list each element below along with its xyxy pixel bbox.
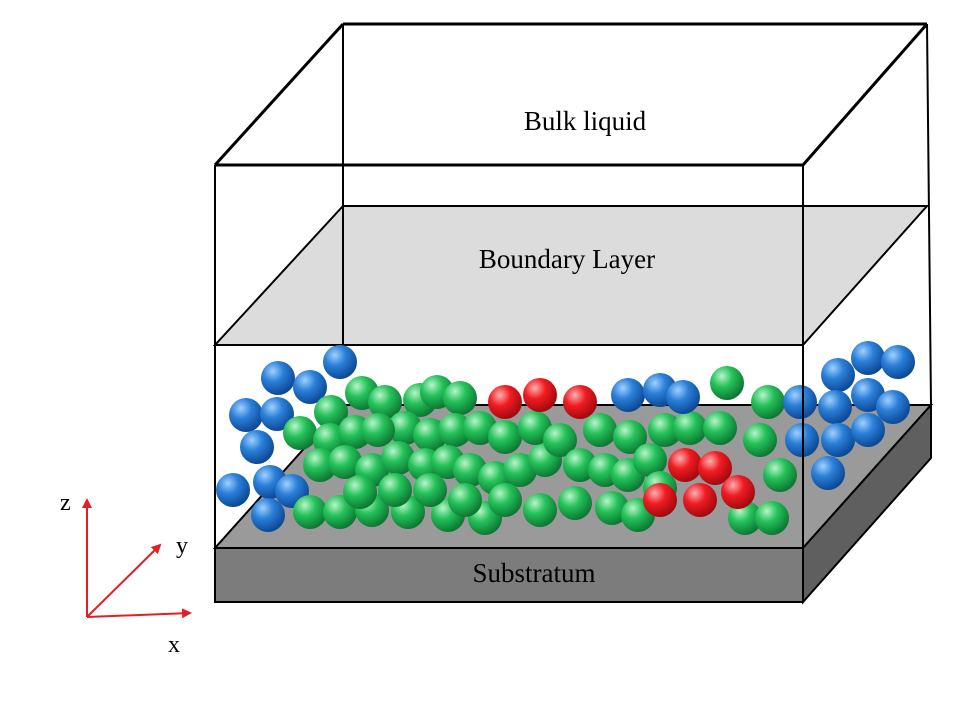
green-particle bbox=[448, 483, 482, 517]
green-particle bbox=[633, 443, 667, 477]
green-particle bbox=[378, 473, 412, 507]
green-particle bbox=[743, 423, 777, 457]
blue-particle bbox=[323, 345, 357, 379]
blue-particle bbox=[260, 397, 294, 431]
red-particle bbox=[698, 451, 732, 485]
y-axis-label: y bbox=[176, 533, 188, 559]
blue-particle bbox=[881, 345, 915, 379]
red-particle bbox=[643, 483, 677, 517]
green-particle bbox=[648, 413, 682, 447]
green-particle bbox=[728, 501, 762, 535]
blue-particle bbox=[611, 378, 645, 412]
blue-particle bbox=[811, 456, 845, 490]
green-particle bbox=[303, 448, 337, 482]
x-axis-label: x bbox=[168, 632, 180, 658]
blue-particle bbox=[821, 358, 855, 392]
red-particle bbox=[523, 378, 557, 412]
green-particle bbox=[328, 445, 362, 479]
green-particle bbox=[438, 413, 472, 447]
green-particle bbox=[488, 420, 522, 454]
y-axis-arrow bbox=[86, 543, 162, 618]
box-back-right-edge bbox=[926, 23, 932, 406]
box-front-edges bbox=[213, 22, 932, 548]
box-top-right-edge bbox=[801, 23, 929, 166]
x-axis-arrow bbox=[86, 608, 192, 619]
green-particle bbox=[381, 441, 415, 475]
green-particle bbox=[543, 423, 577, 457]
green-particle bbox=[558, 486, 592, 520]
green-particle bbox=[523, 493, 557, 527]
blue-particle bbox=[821, 423, 855, 457]
green-particle bbox=[595, 491, 629, 525]
green-particle bbox=[443, 381, 477, 415]
bulk-liquid-label: Bulk liquid bbox=[524, 106, 647, 136]
blue-particle bbox=[229, 398, 263, 432]
red-particle bbox=[668, 448, 702, 482]
green-particle bbox=[361, 413, 395, 447]
blue-particle bbox=[216, 473, 250, 507]
blue-particle bbox=[818, 390, 852, 424]
particles bbox=[216, 341, 915, 535]
green-particle bbox=[293, 495, 327, 529]
substratum-side bbox=[802, 402, 932, 605]
green-particle bbox=[314, 395, 348, 429]
blue-particle bbox=[251, 498, 285, 532]
blue-particle bbox=[851, 413, 885, 447]
coordinate-axes: z y x bbox=[60, 490, 192, 658]
blue-particle bbox=[240, 430, 274, 464]
green-particle bbox=[413, 473, 447, 507]
green-particle bbox=[488, 483, 522, 517]
green-particle bbox=[343, 475, 377, 509]
red-particle bbox=[488, 385, 522, 419]
blue-particle bbox=[876, 390, 910, 424]
z-axis-label: z bbox=[60, 490, 71, 516]
green-particle bbox=[703, 411, 737, 445]
red-particle bbox=[721, 475, 755, 509]
green-particle bbox=[368, 385, 402, 419]
blue-particle bbox=[666, 380, 700, 414]
box-top-left-edge bbox=[213, 22, 345, 167]
green-particle bbox=[751, 385, 785, 419]
green-particle bbox=[763, 458, 797, 492]
green-particle bbox=[283, 416, 317, 450]
blue-particle bbox=[851, 341, 885, 375]
green-particle bbox=[613, 420, 647, 454]
blue-particle bbox=[293, 370, 327, 404]
boundary-layer-label: Boundary Layer bbox=[479, 244, 655, 274]
red-particle bbox=[683, 483, 717, 517]
green-particle bbox=[583, 413, 617, 447]
green-particle bbox=[755, 501, 789, 535]
blue-particle bbox=[783, 385, 817, 419]
green-particle bbox=[710, 366, 744, 400]
blue-particle bbox=[261, 361, 295, 395]
boundary-layer-plane bbox=[212, 205, 930, 346]
substratum-label: Substratum bbox=[472, 558, 595, 588]
green-particle bbox=[673, 411, 707, 445]
red-particle bbox=[563, 385, 597, 419]
